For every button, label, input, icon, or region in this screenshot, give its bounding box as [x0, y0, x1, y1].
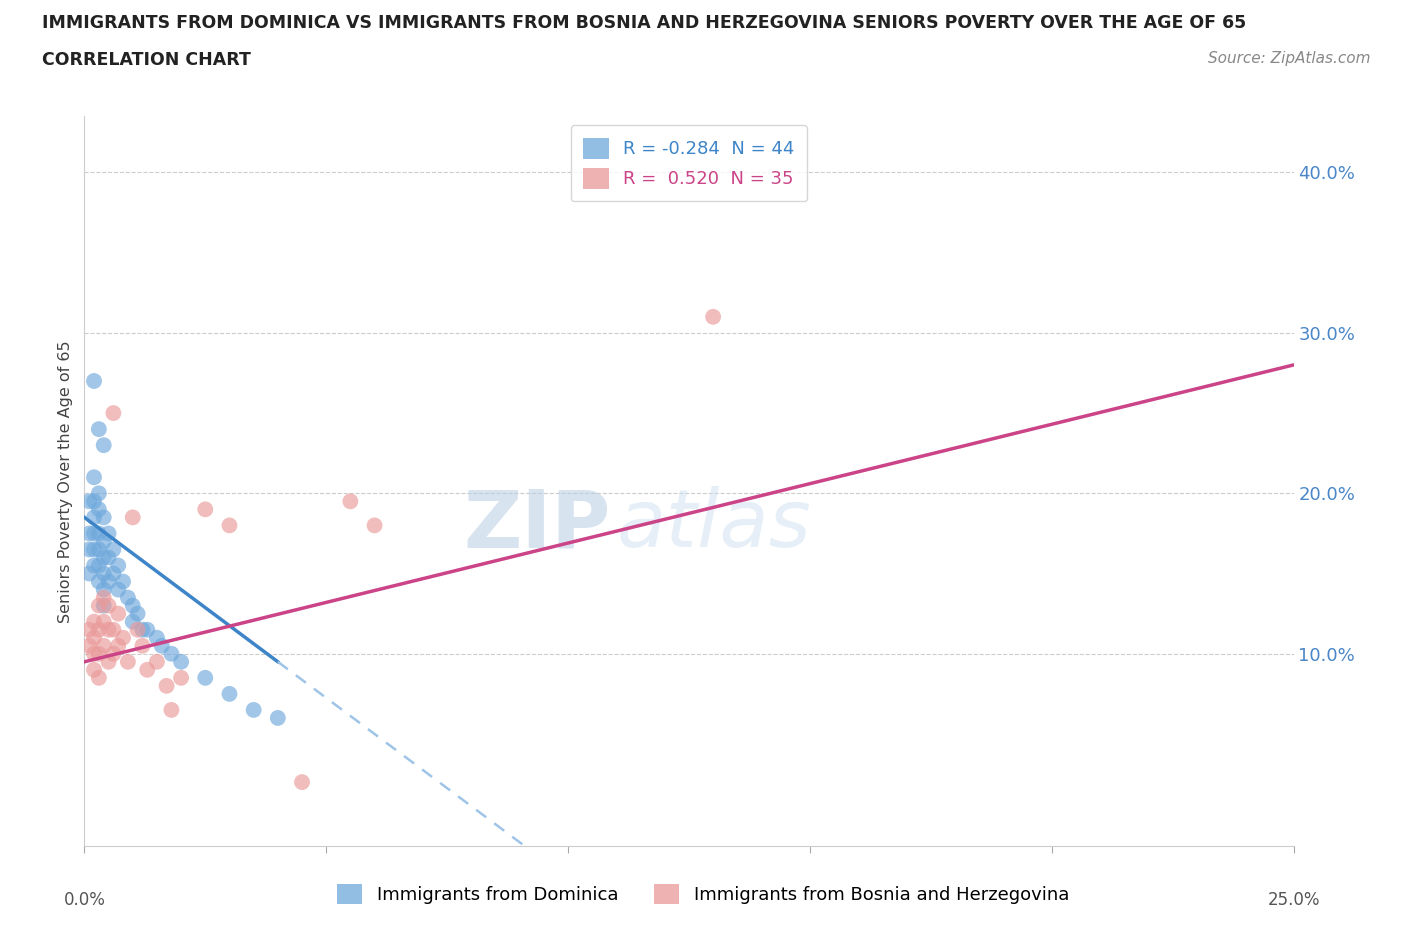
Point — [87, 671, 110, 685]
Point — [170, 671, 193, 685]
Text: 25.0%: 25.0% — [1267, 891, 1320, 910]
Point — [93, 582, 115, 597]
Point — [77, 494, 100, 509]
Point — [93, 591, 115, 605]
Point — [83, 374, 105, 389]
Point — [77, 566, 100, 581]
Point — [87, 542, 110, 557]
Text: CORRELATION CHART: CORRELATION CHART — [42, 51, 252, 69]
Point — [83, 470, 105, 485]
Point — [160, 702, 183, 717]
Point — [93, 598, 115, 613]
Point — [87, 598, 110, 613]
Point — [121, 598, 143, 613]
Point — [77, 542, 100, 557]
Point — [87, 558, 110, 573]
Point — [97, 655, 120, 670]
Point — [83, 526, 105, 541]
Point — [83, 662, 105, 677]
Y-axis label: Seniors Poverty Over the Age of 65: Seniors Poverty Over the Age of 65 — [58, 340, 73, 622]
Point — [103, 646, 125, 661]
Point — [146, 631, 169, 645]
Point — [267, 711, 290, 725]
Point — [83, 558, 105, 573]
Point — [291, 775, 314, 790]
Point — [87, 485, 110, 500]
Point — [87, 421, 110, 436]
Point — [117, 655, 139, 670]
Point — [83, 646, 105, 661]
Point — [83, 542, 105, 557]
Point — [131, 622, 153, 637]
Point — [103, 622, 125, 637]
Point — [218, 518, 240, 533]
Text: 0.0%: 0.0% — [63, 891, 105, 910]
Point — [702, 310, 724, 325]
Point — [83, 614, 105, 629]
Point — [93, 638, 115, 653]
Point — [97, 574, 120, 589]
Text: ZIP: ZIP — [463, 486, 610, 565]
Point — [87, 526, 110, 541]
Point — [87, 622, 110, 637]
Point — [112, 574, 135, 589]
Point — [136, 622, 159, 637]
Point — [83, 631, 105, 645]
Point — [103, 566, 125, 581]
Point — [77, 622, 100, 637]
Point — [77, 638, 100, 653]
Point — [93, 550, 115, 565]
Point — [242, 702, 264, 717]
Point — [103, 542, 125, 557]
Point — [97, 598, 120, 613]
Point — [97, 526, 120, 541]
Point — [83, 510, 105, 525]
Point — [103, 405, 125, 420]
Point — [107, 582, 129, 597]
Point — [127, 622, 149, 637]
Point — [112, 631, 135, 645]
Point — [136, 662, 159, 677]
Point — [107, 558, 129, 573]
Point — [87, 574, 110, 589]
Point — [97, 550, 120, 565]
Legend: Immigrants from Dominica, Immigrants from Bosnia and Herzegovina: Immigrants from Dominica, Immigrants fro… — [329, 876, 1077, 911]
Point — [363, 518, 385, 533]
Text: atlas: atlas — [616, 486, 811, 565]
Point — [97, 622, 120, 637]
Legend: R = -0.284  N = 44, R =  0.520  N = 35: R = -0.284 N = 44, R = 0.520 N = 35 — [571, 126, 807, 201]
Point — [93, 566, 115, 581]
Point — [121, 614, 143, 629]
Point — [87, 646, 110, 661]
Point — [155, 678, 177, 693]
Point — [160, 646, 183, 661]
Point — [194, 502, 217, 517]
Point — [170, 655, 193, 670]
Point — [93, 614, 115, 629]
Point — [83, 494, 105, 509]
Text: Source: ZipAtlas.com: Source: ZipAtlas.com — [1208, 51, 1371, 66]
Point — [150, 638, 173, 653]
Point — [131, 638, 153, 653]
Point — [194, 671, 217, 685]
Point — [93, 438, 115, 453]
Point — [107, 638, 129, 653]
Point — [93, 510, 115, 525]
Point — [146, 655, 169, 670]
Text: IMMIGRANTS FROM DOMINICA VS IMMIGRANTS FROM BOSNIA AND HERZEGOVINA SENIORS POVER: IMMIGRANTS FROM DOMINICA VS IMMIGRANTS F… — [42, 14, 1247, 32]
Point — [107, 606, 129, 621]
Point — [87, 502, 110, 517]
Point — [121, 510, 143, 525]
Point — [117, 591, 139, 605]
Point — [339, 494, 361, 509]
Point — [127, 606, 149, 621]
Point — [77, 526, 100, 541]
Point — [93, 534, 115, 549]
Point — [218, 686, 240, 701]
